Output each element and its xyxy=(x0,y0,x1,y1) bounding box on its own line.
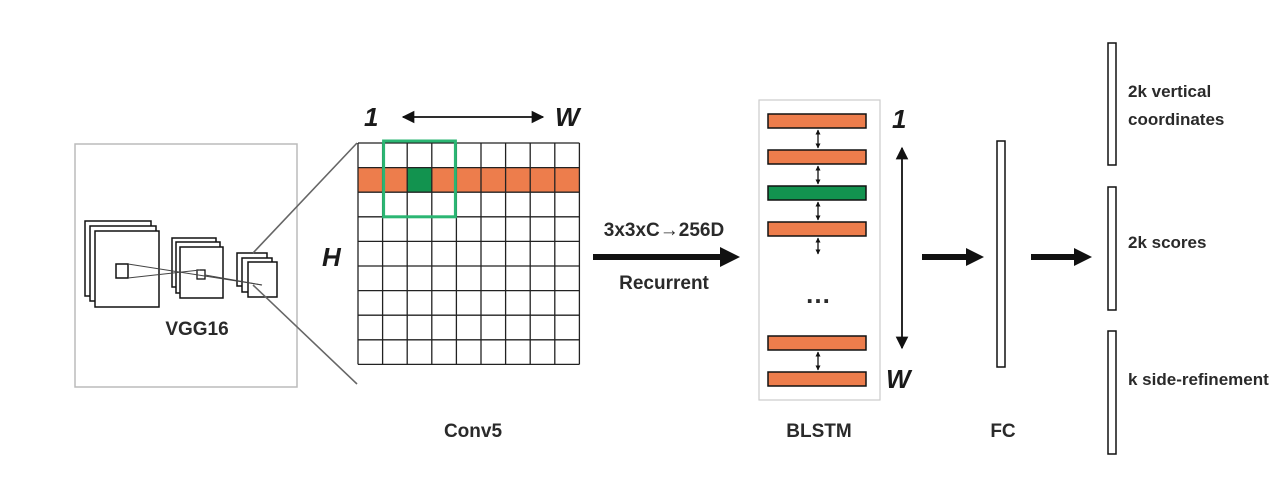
blstm-to-fc-arrow-head xyxy=(966,248,984,266)
blstm-block: … 1 W BLSTM xyxy=(758,99,913,442)
blstm-panel xyxy=(758,99,881,401)
conv5-grid xyxy=(357,139,581,366)
blstm-top-label: 1 xyxy=(892,104,906,134)
conv5-height-label: H xyxy=(322,242,342,272)
vgg16-block: VGG16 xyxy=(74,143,298,388)
transform-arrow-head xyxy=(720,247,740,267)
blstm-cell xyxy=(767,335,867,351)
projection-lines-vgg xyxy=(127,263,263,286)
recurrent-label: Recurrent xyxy=(619,273,709,294)
blstm-cell-highlighted xyxy=(767,185,867,201)
blstm-cell xyxy=(767,149,867,165)
output-label-scores: 2k scores xyxy=(1128,233,1206,252)
conv5-width-end-label: W xyxy=(555,102,582,132)
conv5-width-start-label: 1 xyxy=(364,102,378,132)
outputs-block: 2k vertical coordinates 2k scores k side… xyxy=(1107,42,1269,455)
output-bar-vertical-coordinates xyxy=(1107,42,1117,166)
feature-map-stack-small xyxy=(236,252,278,298)
transform-label: 3x3xC→256D xyxy=(604,220,724,241)
feature-map-stack-medium xyxy=(171,237,224,299)
projection-lines-to-conv5 xyxy=(252,142,358,385)
fc-label: FC xyxy=(990,421,1016,442)
blstm-cell xyxy=(767,113,867,129)
fc-to-outputs-arrow-head xyxy=(1074,248,1092,266)
blstm-cell xyxy=(767,371,867,387)
fc-block: FC xyxy=(922,140,1092,442)
conv5-block: 1 W H Conv5 xyxy=(322,102,582,442)
output-label-vertical-coordinates-line2: coordinates xyxy=(1128,110,1224,129)
conv5-highlight-cell xyxy=(407,167,432,193)
fc-bar xyxy=(996,140,1006,368)
blstm-cell xyxy=(767,221,867,237)
blstm-label: BLSTM xyxy=(786,421,851,442)
receptive-field-square-large xyxy=(115,263,129,279)
output-bar-scores xyxy=(1107,186,1117,311)
conv5-highlight-row xyxy=(358,167,580,193)
transform-step: 3x3xC→256D Recurrent xyxy=(593,220,740,294)
conv5-sliding-window xyxy=(382,139,457,219)
output-label-side-refinement: k side-refinement xyxy=(1128,370,1269,389)
blstm-cells xyxy=(767,113,867,387)
output-bar-side-refinement xyxy=(1107,330,1117,455)
conv5-label: Conv5 xyxy=(444,421,503,442)
blstm-ellipsis: … xyxy=(805,279,831,309)
output-label-vertical-coordinates-line1: 2k vertical xyxy=(1128,82,1211,101)
vgg16-label: VGG16 xyxy=(165,319,228,340)
blstm-bottom-label: W xyxy=(886,364,913,394)
